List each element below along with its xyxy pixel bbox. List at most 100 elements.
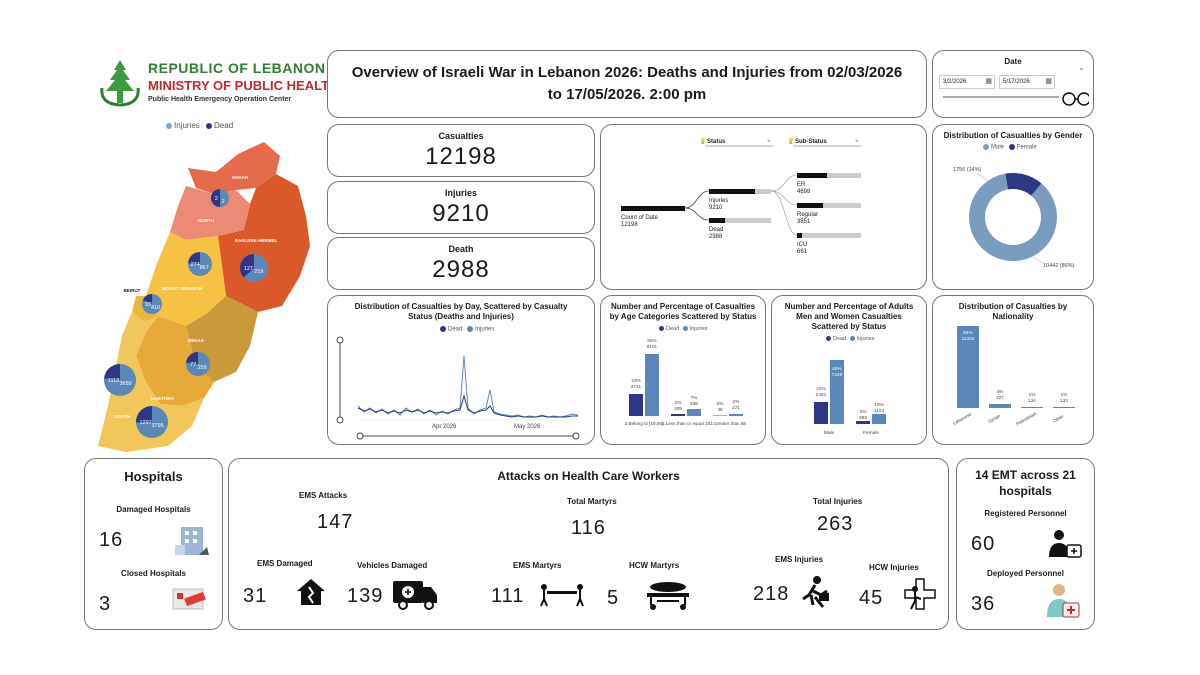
- age-chart-title: Number and Percentage of Casualties by A…: [609, 302, 757, 321]
- map-pie-dead-label-7: 1297: [139, 420, 151, 426]
- damaged-house-icon: [297, 579, 325, 605]
- nat-cat-syrian: Syrian: [987, 413, 1001, 424]
- injuries-value: 9210: [432, 200, 490, 227]
- map-pie-dead-label-5: 77: [190, 362, 196, 368]
- daily-chart[interactable]: Distribution of Casualties by Day, Scatt…: [327, 295, 595, 445]
- map-pie-dead-4: [142, 294, 152, 304]
- svg-text:10%: 10%: [874, 402, 884, 408]
- map-pie-dead-label-3: 274: [191, 262, 200, 268]
- hcw-martyrs-value: 5: [607, 587, 620, 609]
- svg-text:427: 427: [996, 395, 1004, 400]
- injuries-label: Injuries: [444, 188, 477, 198]
- dead-node-bar: [709, 218, 725, 223]
- stretcher-carry-icon: [540, 584, 584, 607]
- emt-title: 14 EMT across 21 hospitals: [975, 468, 1076, 498]
- chevron-down-icon[interactable]: ⌄: [1078, 63, 1085, 72]
- map-legend: Injuries Dead: [166, 121, 233, 130]
- ems-attacks-value: 147: [317, 511, 354, 533]
- map-pie-dead-2: [240, 254, 254, 278]
- age-legend: Dead Injuries: [659, 326, 707, 332]
- total-injuries-value: 263: [817, 513, 854, 535]
- age-chart[interactable]: Number and Percentage of Casualties by A…: [600, 295, 766, 445]
- svg-text:134: 134: [1028, 398, 1036, 403]
- hospitals-title: Hospitals: [124, 469, 183, 484]
- vehicles-damaged-value: 139: [347, 585, 384, 607]
- bar-age3-injuries: [729, 414, 743, 416]
- date-filter-label: Date: [1004, 57, 1022, 66]
- map-pie-dead-label-4: 93: [145, 302, 151, 308]
- map-pie-dead-6: [104, 364, 120, 380]
- region-label-akkar: AKKAR: [232, 175, 249, 180]
- date-end-input[interactable]: 5/17/2026 ▦: [999, 75, 1055, 89]
- map-pie-dead-label-1: 2: [215, 196, 218, 202]
- map-pie-injuries-label-7: 3795: [151, 423, 163, 429]
- gender-chart-title: Distribution of Casualties by Gender: [943, 131, 1083, 140]
- ems-martyrs-label: EMS Martyrs: [513, 561, 562, 570]
- date-filter[interactable]: Date ⌄ 3/2/2026 ▦ 5/17/2026 ▦: [932, 50, 1094, 118]
- map-pie-dead-label-2: 127: [244, 266, 253, 272]
- date-start-input[interactable]: 3/2/2026 ▦: [939, 75, 995, 89]
- death-label: Death: [448, 244, 474, 254]
- map-pie-injuries-label-6: 3659: [119, 381, 131, 387]
- bar-male-dead: [814, 402, 828, 424]
- bar-age2-dead: [671, 414, 685, 416]
- registered-personnel-label: Registered Personnel: [984, 509, 1067, 518]
- nationality-chart[interactable]: Distribution of Casualties by Nationalit…: [932, 295, 1094, 445]
- age-cat-2: 1.Less than or equal 18: [662, 421, 710, 426]
- donut-label-male: 10442 (86%): [1043, 263, 1075, 269]
- calendar-icon[interactable]: ▦: [1045, 78, 1052, 85]
- x-slider-handle-left: [356, 432, 364, 440]
- hcw-martyrs-label: HCW Martyrs: [629, 561, 680, 570]
- hospitals-card: Hospitals Damaged Hospitals 16 Closed Ho…: [84, 458, 223, 630]
- death-card: Death 2988: [327, 237, 595, 290]
- x-slider-handle-right: [572, 432, 580, 440]
- region-label-baalbek-hermel: BAALBEK-HERMEL: [235, 238, 278, 243]
- ems-attacks-label: EMS Attacks: [299, 491, 348, 500]
- lebanon-map[interactable]: AKKAR NORTH BAALBEK-HERMEL MOUNT LEBANON…: [86, 136, 326, 456]
- total-martyrs-value: 116: [571, 517, 606, 539]
- bar-syrian: [989, 404, 1011, 408]
- casualties-label: Casualties: [438, 131, 484, 141]
- svg-text:4%: 4%: [997, 389, 1004, 394]
- emt-card: 14 EMT across 21 hospitals Registered Pe…: [956, 458, 1095, 630]
- date-slider[interactable]: [939, 91, 1089, 115]
- nat-cat-palestinian: Palestinian: [1015, 411, 1037, 427]
- daily-legend: Dead Injuries: [440, 326, 494, 333]
- svg-text:288: 288: [859, 415, 867, 421]
- svg-text:0%: 0%: [717, 401, 724, 406]
- svg-text:209: 209: [674, 406, 682, 411]
- region-north: [170, 186, 250, 240]
- bar-age2-injuries: [687, 409, 701, 416]
- bar-female-injuries: [872, 414, 886, 424]
- region-label-mount-lebanon: MOUNT LEBANON: [162, 286, 202, 291]
- ambulance-icon: [393, 581, 437, 610]
- age-cat-1: 2.Belong to [18,65]: [625, 421, 664, 426]
- attacks-title: Attacks on Health Care Workers: [497, 469, 680, 483]
- adults-cat-female: Female: [863, 430, 879, 436]
- svg-text:94%: 94%: [963, 330, 972, 335]
- status-header: Status: [707, 139, 726, 145]
- region-nabatieh: [136, 316, 214, 406]
- substatus-header: Sub-Status: [795, 139, 827, 145]
- close-icon: ×: [855, 139, 859, 145]
- svg-text:11404: 11404: [962, 336, 975, 341]
- icu-label: ICU: [797, 242, 807, 248]
- vehicles-damaged-label: Vehicles Damaged: [357, 561, 428, 570]
- dead-node-label: Dead: [709, 227, 723, 233]
- lightbulb-icon: 💡: [699, 137, 706, 145]
- decomposition-tree[interactable]: 💡 Status × 💡 Sub-Status × Count of Date …: [600, 124, 927, 290]
- map-pie-dead-7: [136, 406, 152, 423]
- region-south: [98, 312, 204, 452]
- closed-hospitals-value: 3: [99, 593, 112, 615]
- closed-hospital-icon: [172, 588, 206, 610]
- close-icon: ×: [767, 139, 771, 145]
- logo: REPUBLIC OF LEBANON MINISTRY OF PUBLIC H…: [96, 58, 338, 110]
- injuries-node-value: 9210: [709, 205, 723, 211]
- ems-injuries-value: 218: [753, 583, 790, 605]
- calendar-icon[interactable]: ▦: [985, 78, 992, 85]
- bar-female-dead: [856, 421, 870, 424]
- adults-chart[interactable]: Number and Percentage of Adults Men and …: [771, 295, 927, 445]
- hcw-injuries-value: 45: [859, 587, 884, 609]
- svg-text:2491: 2491: [816, 392, 827, 398]
- gender-chart[interactable]: Distribution of Casualties by Gender Mal…: [932, 124, 1094, 290]
